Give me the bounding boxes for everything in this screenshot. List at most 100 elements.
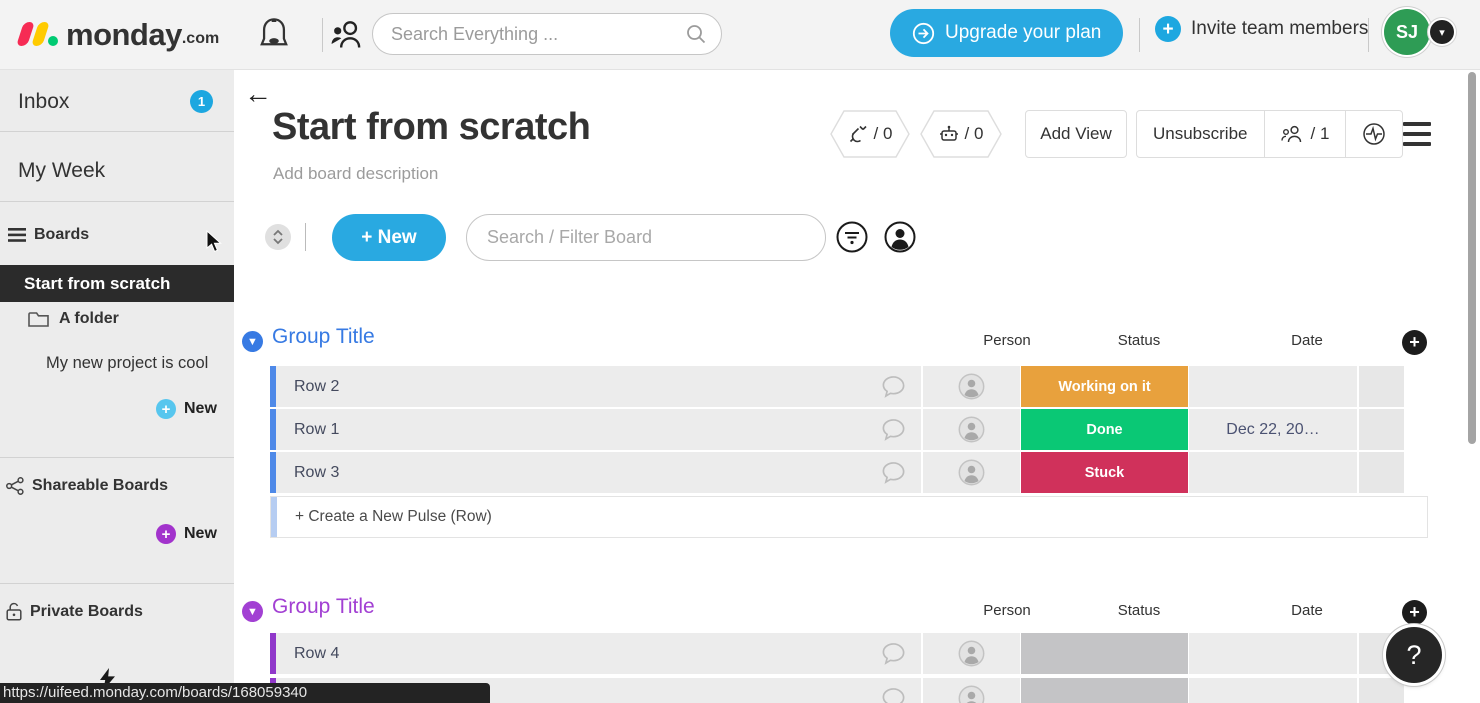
new-label: New: [184, 400, 217, 417]
invite-team-members-button[interactable]: + Invite team members: [1155, 16, 1368, 42]
board-filter-input[interactable]: [487, 227, 805, 248]
column-header-status[interactable]: Status: [1117, 332, 1161, 349]
notifications-bell-icon[interactable]: [254, 13, 294, 57]
row-name-cell[interactable]: Row 3: [276, 452, 921, 493]
back-arrow-icon[interactable]: ←: [244, 78, 272, 109]
table-row: Row 2 Working on it: [270, 366, 1440, 407]
chat-bubble-icon[interactable]: [880, 640, 907, 667]
monday-logo[interactable]: monday .com: [16, 13, 219, 57]
row-name-cell[interactable]: Row 2: [276, 366, 921, 407]
sidebar-section-boards[interactable]: Boards: [8, 226, 89, 244]
add-view-button[interactable]: Add View: [1025, 110, 1127, 158]
topbar-divider: [1139, 18, 1140, 52]
topbar-divider: [1368, 18, 1369, 52]
date-cell[interactable]: Dec 22, 20…: [1189, 409, 1357, 450]
person-cell[interactable]: [923, 366, 1020, 407]
row-name-cell[interactable]: Row 1: [276, 409, 921, 450]
row-name-cell[interactable]: Row 4: [276, 633, 921, 674]
person-cell[interactable]: [923, 678, 1020, 703]
boards-menu-icon: [8, 228, 26, 242]
column-header-status[interactable]: Status: [1117, 602, 1161, 619]
upgrade-plan-button[interactable]: Upgrade your plan: [890, 9, 1124, 57]
status-label: Stuck: [1084, 464, 1125, 481]
chat-bubble-icon[interactable]: [880, 459, 907, 486]
add-column-button[interactable]: +: [1402, 600, 1427, 625]
integrations-badge[interactable]: / 0: [830, 110, 910, 158]
row-color-bar: [270, 452, 276, 493]
shareable-new-button[interactable]: + New: [156, 524, 217, 544]
sidebar-folder[interactable]: A folder: [28, 310, 119, 328]
create-new-pulse-row[interactable]: + Create a New Pulse (Row): [270, 496, 1428, 538]
chat-bubble-icon[interactable]: [880, 373, 907, 400]
person-avatar-icon: [958, 459, 985, 486]
status-cell[interactable]: Stuck: [1021, 452, 1188, 493]
status-cell[interactable]: [1021, 678, 1188, 703]
sidebar-item-my-week[interactable]: My Week: [18, 159, 106, 182]
subscribers-button[interactable]: / 1: [1263, 111, 1346, 157]
private-boards-label: Private Boards: [30, 602, 143, 620]
automations-badge[interactable]: / 0: [920, 110, 1002, 158]
date-cell[interactable]: [1189, 678, 1357, 703]
person-avatar-icon: [958, 416, 985, 443]
group-collapse-chevron[interactable]: ▼: [242, 331, 263, 352]
boards-new-button[interactable]: + New: [156, 399, 217, 419]
sidebar: Inbox 1 My Week Boards Start from scratc…: [0, 70, 234, 703]
row-color-bar: [271, 497, 277, 537]
global-search-input[interactable]: [391, 23, 685, 45]
sidebar-divider: [0, 457, 234, 458]
person-avatar-icon: [958, 685, 985, 703]
inbox-badge: 1: [190, 90, 213, 113]
status-cell[interactable]: Working on it: [1021, 366, 1188, 407]
group-title[interactable]: Group Title: [272, 595, 375, 618]
unsubscribe-button[interactable]: Unsubscribe: [1137, 111, 1264, 157]
group-title[interactable]: Group Title: [272, 325, 375, 348]
date-cell[interactable]: [1189, 452, 1357, 493]
status-cell[interactable]: Done: [1021, 409, 1188, 450]
account-menu-caret[interactable]: ▾: [1430, 20, 1454, 44]
chat-bubble-icon[interactable]: [880, 685, 907, 703]
topbar-divider: [322, 18, 323, 52]
board-menu-icon[interactable]: [1403, 122, 1431, 146]
filter-icon[interactable]: [836, 221, 868, 253]
person-cell[interactable]: [923, 409, 1020, 450]
folder-label: A folder: [59, 310, 119, 327]
empty-cell: [1359, 452, 1404, 493]
column-header-person[interactable]: Person: [983, 602, 1031, 619]
arrow-circle-icon: [912, 22, 935, 44]
shareable-boards-label: Shareable Boards: [32, 477, 169, 494]
user-avatar[interactable]: SJ: [1384, 9, 1430, 55]
add-column-button[interactable]: +: [1402, 330, 1427, 355]
status-cell[interactable]: [1021, 633, 1188, 674]
board-title[interactable]: Start from scratch: [272, 106, 591, 148]
teams-icon[interactable]: [326, 13, 366, 57]
empty-cell: [1359, 678, 1404, 703]
board-description-placeholder[interactable]: Add board description: [273, 164, 439, 183]
group-collapse-chevron[interactable]: ▼: [242, 601, 263, 622]
chat-bubble-icon[interactable]: [880, 416, 907, 443]
create-pulse-label: + Create a New Pulse (Row): [295, 508, 492, 525]
date-cell[interactable]: [1189, 366, 1357, 407]
board-filter-search: [466, 214, 826, 261]
column-header-date[interactable]: Date: [1291, 332, 1323, 349]
collapse-groups-button[interactable]: [265, 224, 291, 250]
empty-cell: [1359, 366, 1404, 407]
row-color-bar: [270, 409, 276, 450]
sidebar-section-shareable-boards[interactable]: Shareable Boards: [6, 477, 168, 495]
sidebar-section-private-boards[interactable]: Private Boards: [6, 602, 143, 621]
activity-button[interactable]: [1345, 111, 1402, 157]
new-item-button[interactable]: + New: [332, 214, 446, 261]
person-cell[interactable]: [923, 633, 1020, 674]
date-cell[interactable]: [1189, 633, 1357, 674]
person-avatar-icon: [958, 373, 985, 400]
sidebar-item-inbox[interactable]: Inbox: [18, 90, 70, 113]
person-avatar-icon: [958, 640, 985, 667]
sidebar-divider: [0, 201, 234, 202]
help-button[interactable]: ?: [1386, 627, 1442, 683]
column-header-date[interactable]: Date: [1291, 602, 1323, 619]
column-header-person[interactable]: Person: [983, 332, 1031, 349]
vertical-scrollbar[interactable]: [1468, 72, 1476, 444]
person-cell[interactable]: [923, 452, 1020, 493]
sidebar-board-my-new-project[interactable]: My new project is cool: [46, 354, 209, 372]
sidebar-board-start-from-scratch[interactable]: Start from scratch: [0, 265, 234, 302]
person-filter-icon[interactable]: [884, 221, 916, 253]
